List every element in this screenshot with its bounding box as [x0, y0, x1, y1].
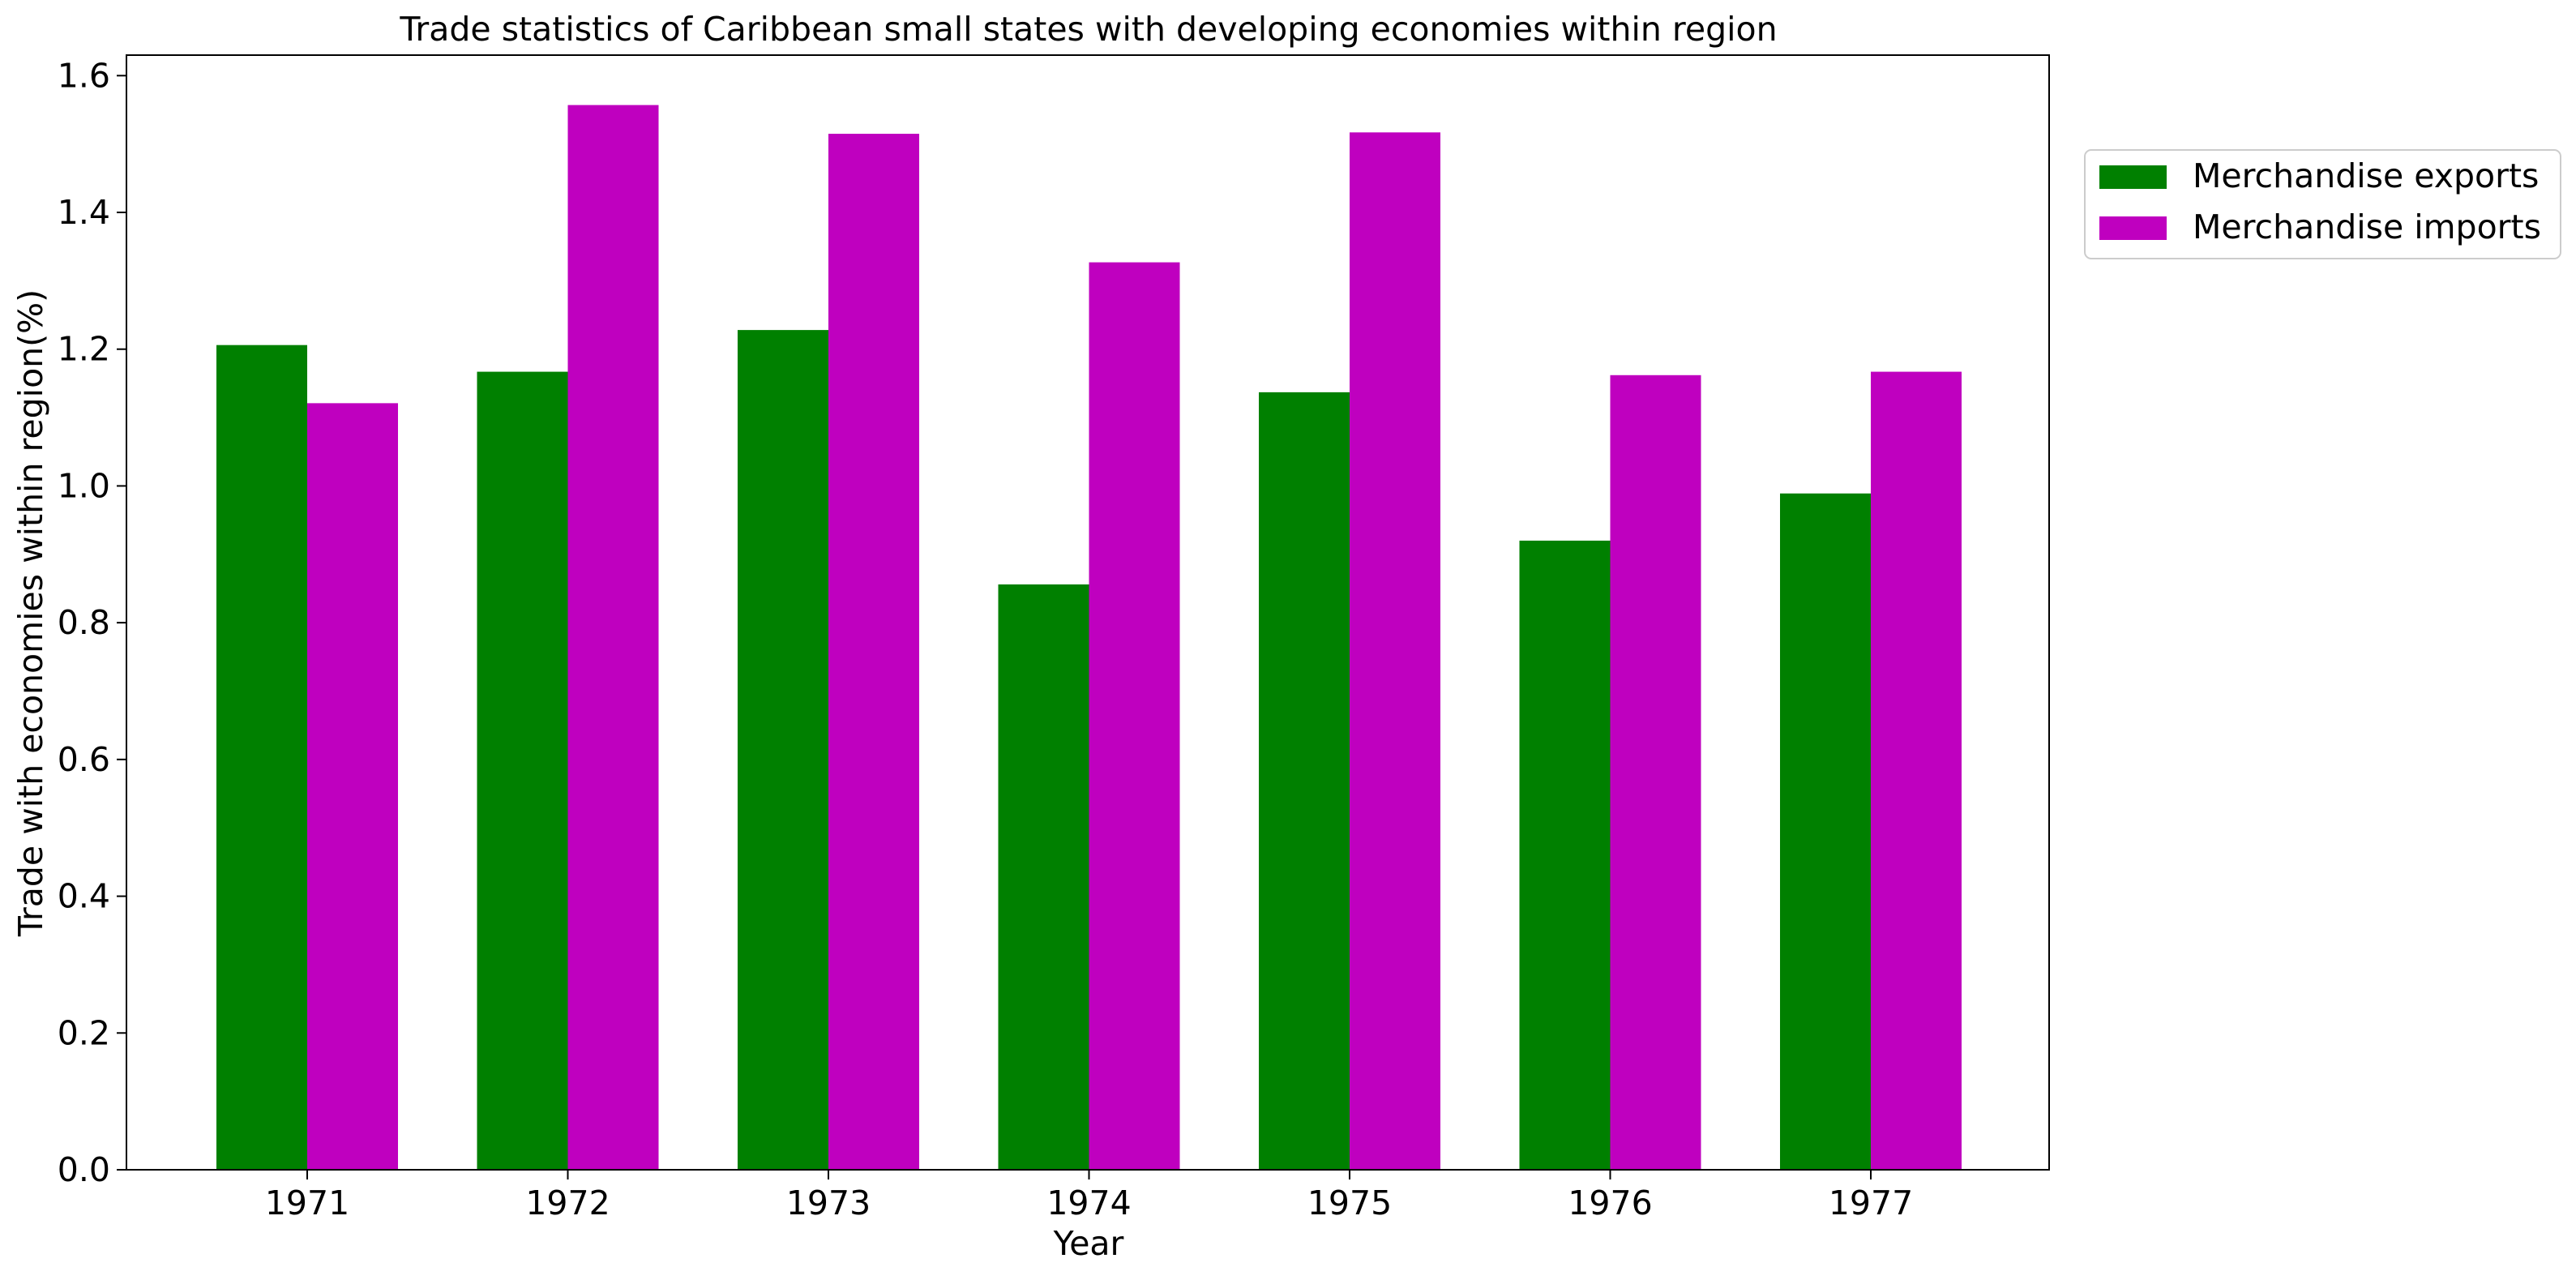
x-axis: 1971 1972 1973 1974 1975 1976 1977	[265, 1170, 1913, 1222]
x-tick-label: 1974	[1046, 1184, 1131, 1222]
x-tick-label: 1972	[525, 1184, 610, 1222]
bar-exports-1977	[1780, 493, 1871, 1170]
bar-imports-1977	[1871, 371, 1962, 1170]
bar-imports-1971	[307, 403, 398, 1170]
y-tick-label: 1.4	[58, 193, 110, 232]
bar-exports-1975	[1259, 392, 1350, 1170]
y-tick-label: 0.6	[58, 740, 110, 779]
legend-label-imports: Merchandise imports	[2193, 208, 2541, 246]
y-tick-label: 0.4	[58, 877, 110, 916]
bar-exports-1974	[998, 584, 1089, 1170]
bar-imports-1974	[1089, 262, 1180, 1170]
y-tick-label: 0.8	[58, 603, 110, 642]
x-tick-label: 1971	[265, 1184, 349, 1222]
x-tick-label: 1975	[1307, 1184, 1392, 1222]
x-axis-label: Year	[1053, 1224, 1124, 1263]
bar-exports-1971	[216, 345, 307, 1170]
x-tick-label: 1976	[1568, 1184, 1652, 1222]
bars-layer	[216, 105, 1962, 1171]
legend-label-exports: Merchandise exports	[2193, 156, 2539, 195]
y-tick-label: 1.2	[58, 330, 110, 369]
bar-exports-1972	[477, 371, 568, 1170]
legend-frame	[2084, 149, 2561, 259]
legend: Merchandise exports Merchandise imports	[2084, 149, 2561, 259]
legend-swatch-imports	[2099, 216, 2167, 240]
y-tick-label: 1.6	[58, 56, 110, 95]
y-axis-label: Trade with economies within region(%)	[11, 289, 50, 937]
x-tick-label: 1973	[786, 1184, 871, 1222]
bar-imports-1975	[1350, 132, 1440, 1171]
bar-exports-1976	[1519, 540, 1611, 1170]
legend-swatch-exports	[2099, 165, 2167, 189]
plot-frame	[126, 54, 2050, 1171]
y-tick-label: 0.2	[58, 1013, 110, 1052]
bar-imports-1976	[1610, 375, 1701, 1170]
x-tick-label: 1977	[1829, 1184, 1913, 1222]
bar-imports-1973	[828, 134, 919, 1171]
y-tick-label: 1.0	[58, 466, 110, 505]
bar-exports-1973	[738, 330, 828, 1170]
chart-title: Trade statistics of Caribbean small stat…	[399, 10, 1777, 49]
y-tick-label: 0.0	[58, 1150, 110, 1189]
y-axis: 0.0 0.2 0.4 0.6 0.8 1.0 1.2 1.4 1.6	[58, 56, 126, 1189]
bar-imports-1972	[567, 105, 659, 1171]
